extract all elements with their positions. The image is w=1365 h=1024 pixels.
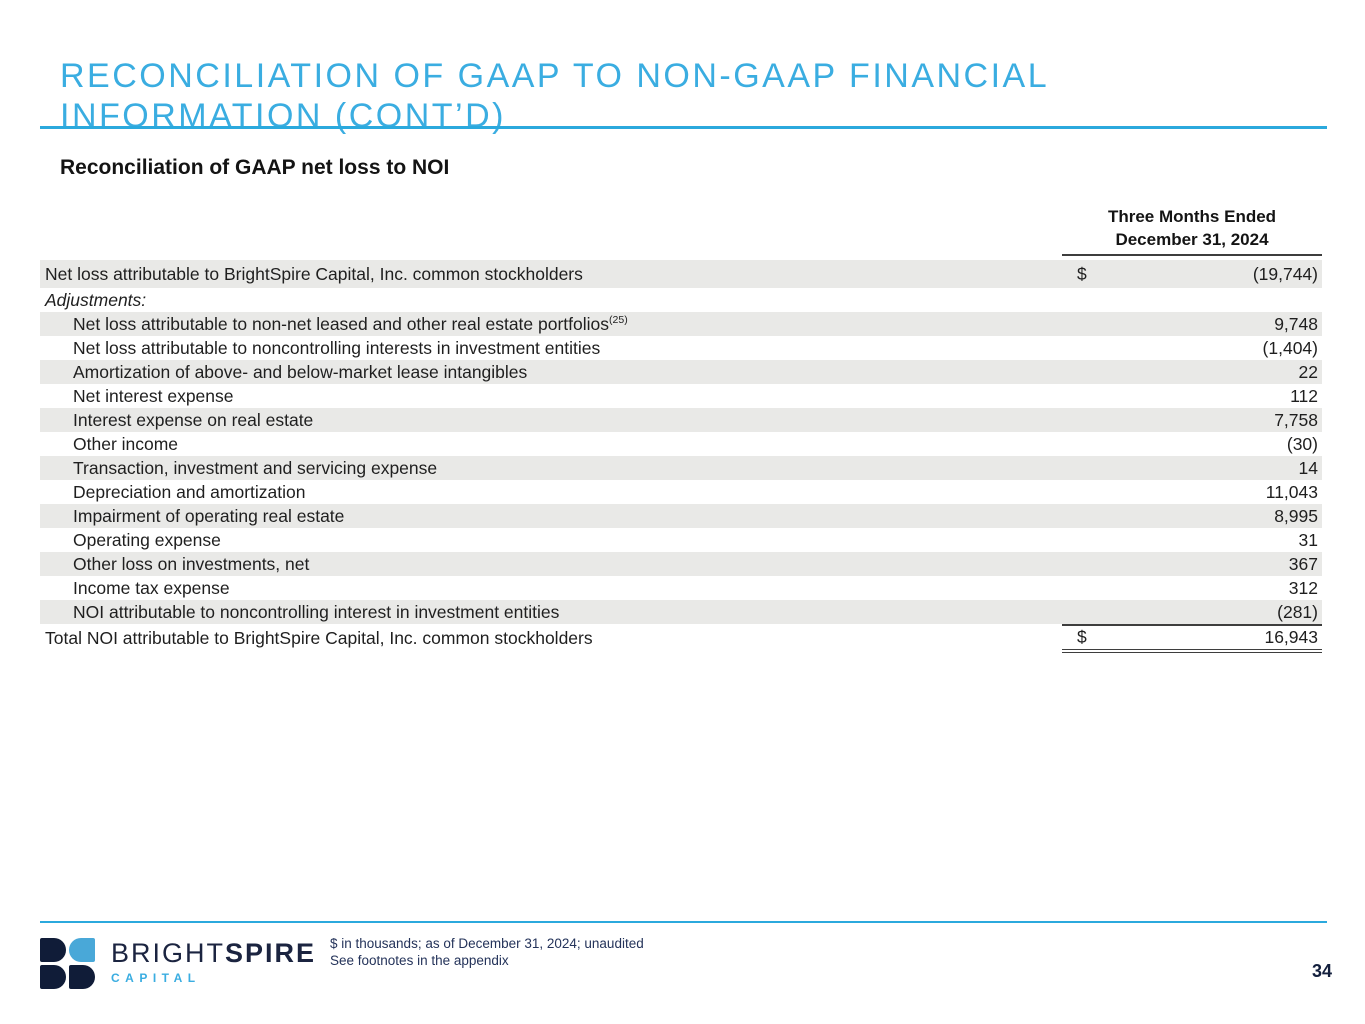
row-value-cell: 367 xyxy=(1062,552,1322,576)
row-label: Adjustments: xyxy=(45,289,147,310)
table-row: Other income (30) xyxy=(40,432,1322,456)
row-value: (1,404) xyxy=(1262,337,1318,358)
table-row: Impairment of operating real estate 8,995 xyxy=(40,504,1322,528)
logo-shape-top-left xyxy=(40,938,66,962)
row-value: 11,043 xyxy=(1265,481,1318,502)
table-row: Total NOI attributable to BrightSpire Ca… xyxy=(40,624,1322,653)
brand-name: BRIGHTSPIRE xyxy=(111,939,316,968)
row-label: Total NOI attributable to BrightSpire Ca… xyxy=(45,628,593,648)
row-value: (30) xyxy=(1286,433,1318,454)
row-value-cell: (1,404) xyxy=(1062,336,1322,360)
brightspire-logo-icon xyxy=(40,938,96,990)
logo-shape-bottom-left xyxy=(40,965,66,989)
row-value-cell: 112 xyxy=(1062,384,1322,408)
row-label: Net interest expense xyxy=(73,385,234,406)
table-row: Other loss on investments, net 367 xyxy=(40,552,1322,576)
row-value-cell: 14 xyxy=(1062,456,1322,480)
table-row: Net loss attributable to noncontrolling … xyxy=(40,336,1322,360)
row-value: 14 xyxy=(1298,457,1318,478)
row-value-cell: (30) xyxy=(1062,432,1322,456)
brand-name-bold: SPIRE xyxy=(225,938,317,968)
row-value: (281) xyxy=(1277,601,1318,622)
row-value: 8,995 xyxy=(1274,505,1318,526)
period-header-line1: Three Months Ended xyxy=(1107,207,1277,226)
row-value: (19,744) xyxy=(1252,263,1318,284)
table-rows: Net loss attributable to BrightSpire Cap… xyxy=(40,260,1322,653)
logo-shape-top-right xyxy=(69,938,95,962)
title-divider xyxy=(40,126,1327,129)
row-value-cell: 312 xyxy=(1062,576,1322,600)
row-value-cell: 22 xyxy=(1062,360,1322,384)
period-column-header: Three Months Ended December 31, 2024 xyxy=(1062,205,1322,256)
row-value: 31 xyxy=(1298,529,1318,550)
footnote-line2: See footnotes in the appendix xyxy=(330,952,509,968)
row-label: NOI attributable to noncontrolling inter… xyxy=(73,601,560,622)
row-label: Transaction, investment and servicing ex… xyxy=(73,457,438,478)
row-value-cell: 9,748 xyxy=(1062,312,1322,336)
brand-subtitle: CAPITAL xyxy=(111,971,201,985)
row-value: 112 xyxy=(1290,385,1318,406)
row-label: Other income xyxy=(73,433,179,454)
row-value: 312 xyxy=(1288,577,1318,598)
table-row: Adjustments: xyxy=(40,288,1322,312)
row-value: 16,943 xyxy=(1264,627,1318,647)
row-value: 367 xyxy=(1288,553,1318,574)
row-value-cell xyxy=(1062,288,1322,312)
row-label: Amortization of above- and below-market … xyxy=(73,361,528,382)
row-label: Net loss attributable to non-net leased … xyxy=(73,313,628,334)
table-row: Net loss attributable to non-net leased … xyxy=(40,312,1322,336)
row-label: Depreciation and amortization xyxy=(73,481,306,502)
table-row: Net interest expense 112 xyxy=(40,384,1322,408)
row-label: Other loss on investments, net xyxy=(73,553,310,574)
row-value: 7,758 xyxy=(1274,409,1318,430)
table-row: Amortization of above- and below-market … xyxy=(40,360,1322,384)
page-number: 34 xyxy=(1311,961,1332,981)
page-title: RECONCILIATION OF GAAP TO NON-GAAP FINAN… xyxy=(60,56,1048,135)
gaap-to-noi-reconciliation-table: Three Months Ended December 31, 2024 Net… xyxy=(40,205,1322,653)
row-label: Net loss attributable to BrightSpire Cap… xyxy=(45,263,583,284)
row-value-cell: $16,943 xyxy=(1062,624,1322,653)
table-row: Net loss attributable to BrightSpire Cap… xyxy=(40,260,1322,288)
currency-symbol: $ xyxy=(1077,263,1087,284)
period-header-line2: December 31, 2024 xyxy=(1115,230,1269,249)
row-label: Net loss attributable to noncontrolling … xyxy=(73,337,601,358)
table-row: Depreciation and amortization 11,043 xyxy=(40,480,1322,504)
row-value-cell: 7,758 xyxy=(1062,408,1322,432)
row-value: 9,748 xyxy=(1274,313,1318,334)
table-row: Operating expense 31 xyxy=(40,528,1322,552)
row-label: Operating expense xyxy=(73,529,221,550)
section-subtitle: Reconciliation of GAAP net loss to NOI xyxy=(60,156,450,179)
row-value-cell: 8,995 xyxy=(1062,504,1322,528)
currency-symbol: $ xyxy=(1077,627,1087,647)
row-value: 22 xyxy=(1298,361,1318,382)
footnotes: $ in thousands; as of December 31, 2024;… xyxy=(330,936,644,969)
table-row: NOI attributable to noncontrolling inter… xyxy=(40,600,1322,624)
row-label: Interest expense on real estate xyxy=(73,409,314,430)
row-value-cell: $ (19,744) xyxy=(1062,260,1322,288)
row-value-cell: 11,043 xyxy=(1062,480,1322,504)
logo-shape-bottom-right xyxy=(69,965,95,989)
table-row: Transaction, investment and servicing ex… xyxy=(40,456,1322,480)
row-label: Income tax expense xyxy=(73,577,230,598)
logo-wordmark: BRIGHTSPIRE CAPITAL xyxy=(111,938,316,986)
row-value-cell: 31 xyxy=(1062,528,1322,552)
row-value-cell: (281) xyxy=(1062,600,1322,624)
table-row: Interest expense on real estate 7,758 xyxy=(40,408,1322,432)
footer-divider xyxy=(40,921,1327,923)
brightspire-logo: BRIGHTSPIRE CAPITAL xyxy=(40,938,316,990)
table-row: Income tax expense 312 xyxy=(40,576,1322,600)
row-label: Impairment of operating real estate xyxy=(73,505,345,526)
footnote-reference: (25) xyxy=(609,313,628,326)
table-header: Three Months Ended December 31, 2024 xyxy=(40,205,1322,256)
brand-name-light: BRIGHT xyxy=(111,938,226,968)
footnote-line1: $ in thousands; as of December 31, 2024;… xyxy=(330,936,644,951)
